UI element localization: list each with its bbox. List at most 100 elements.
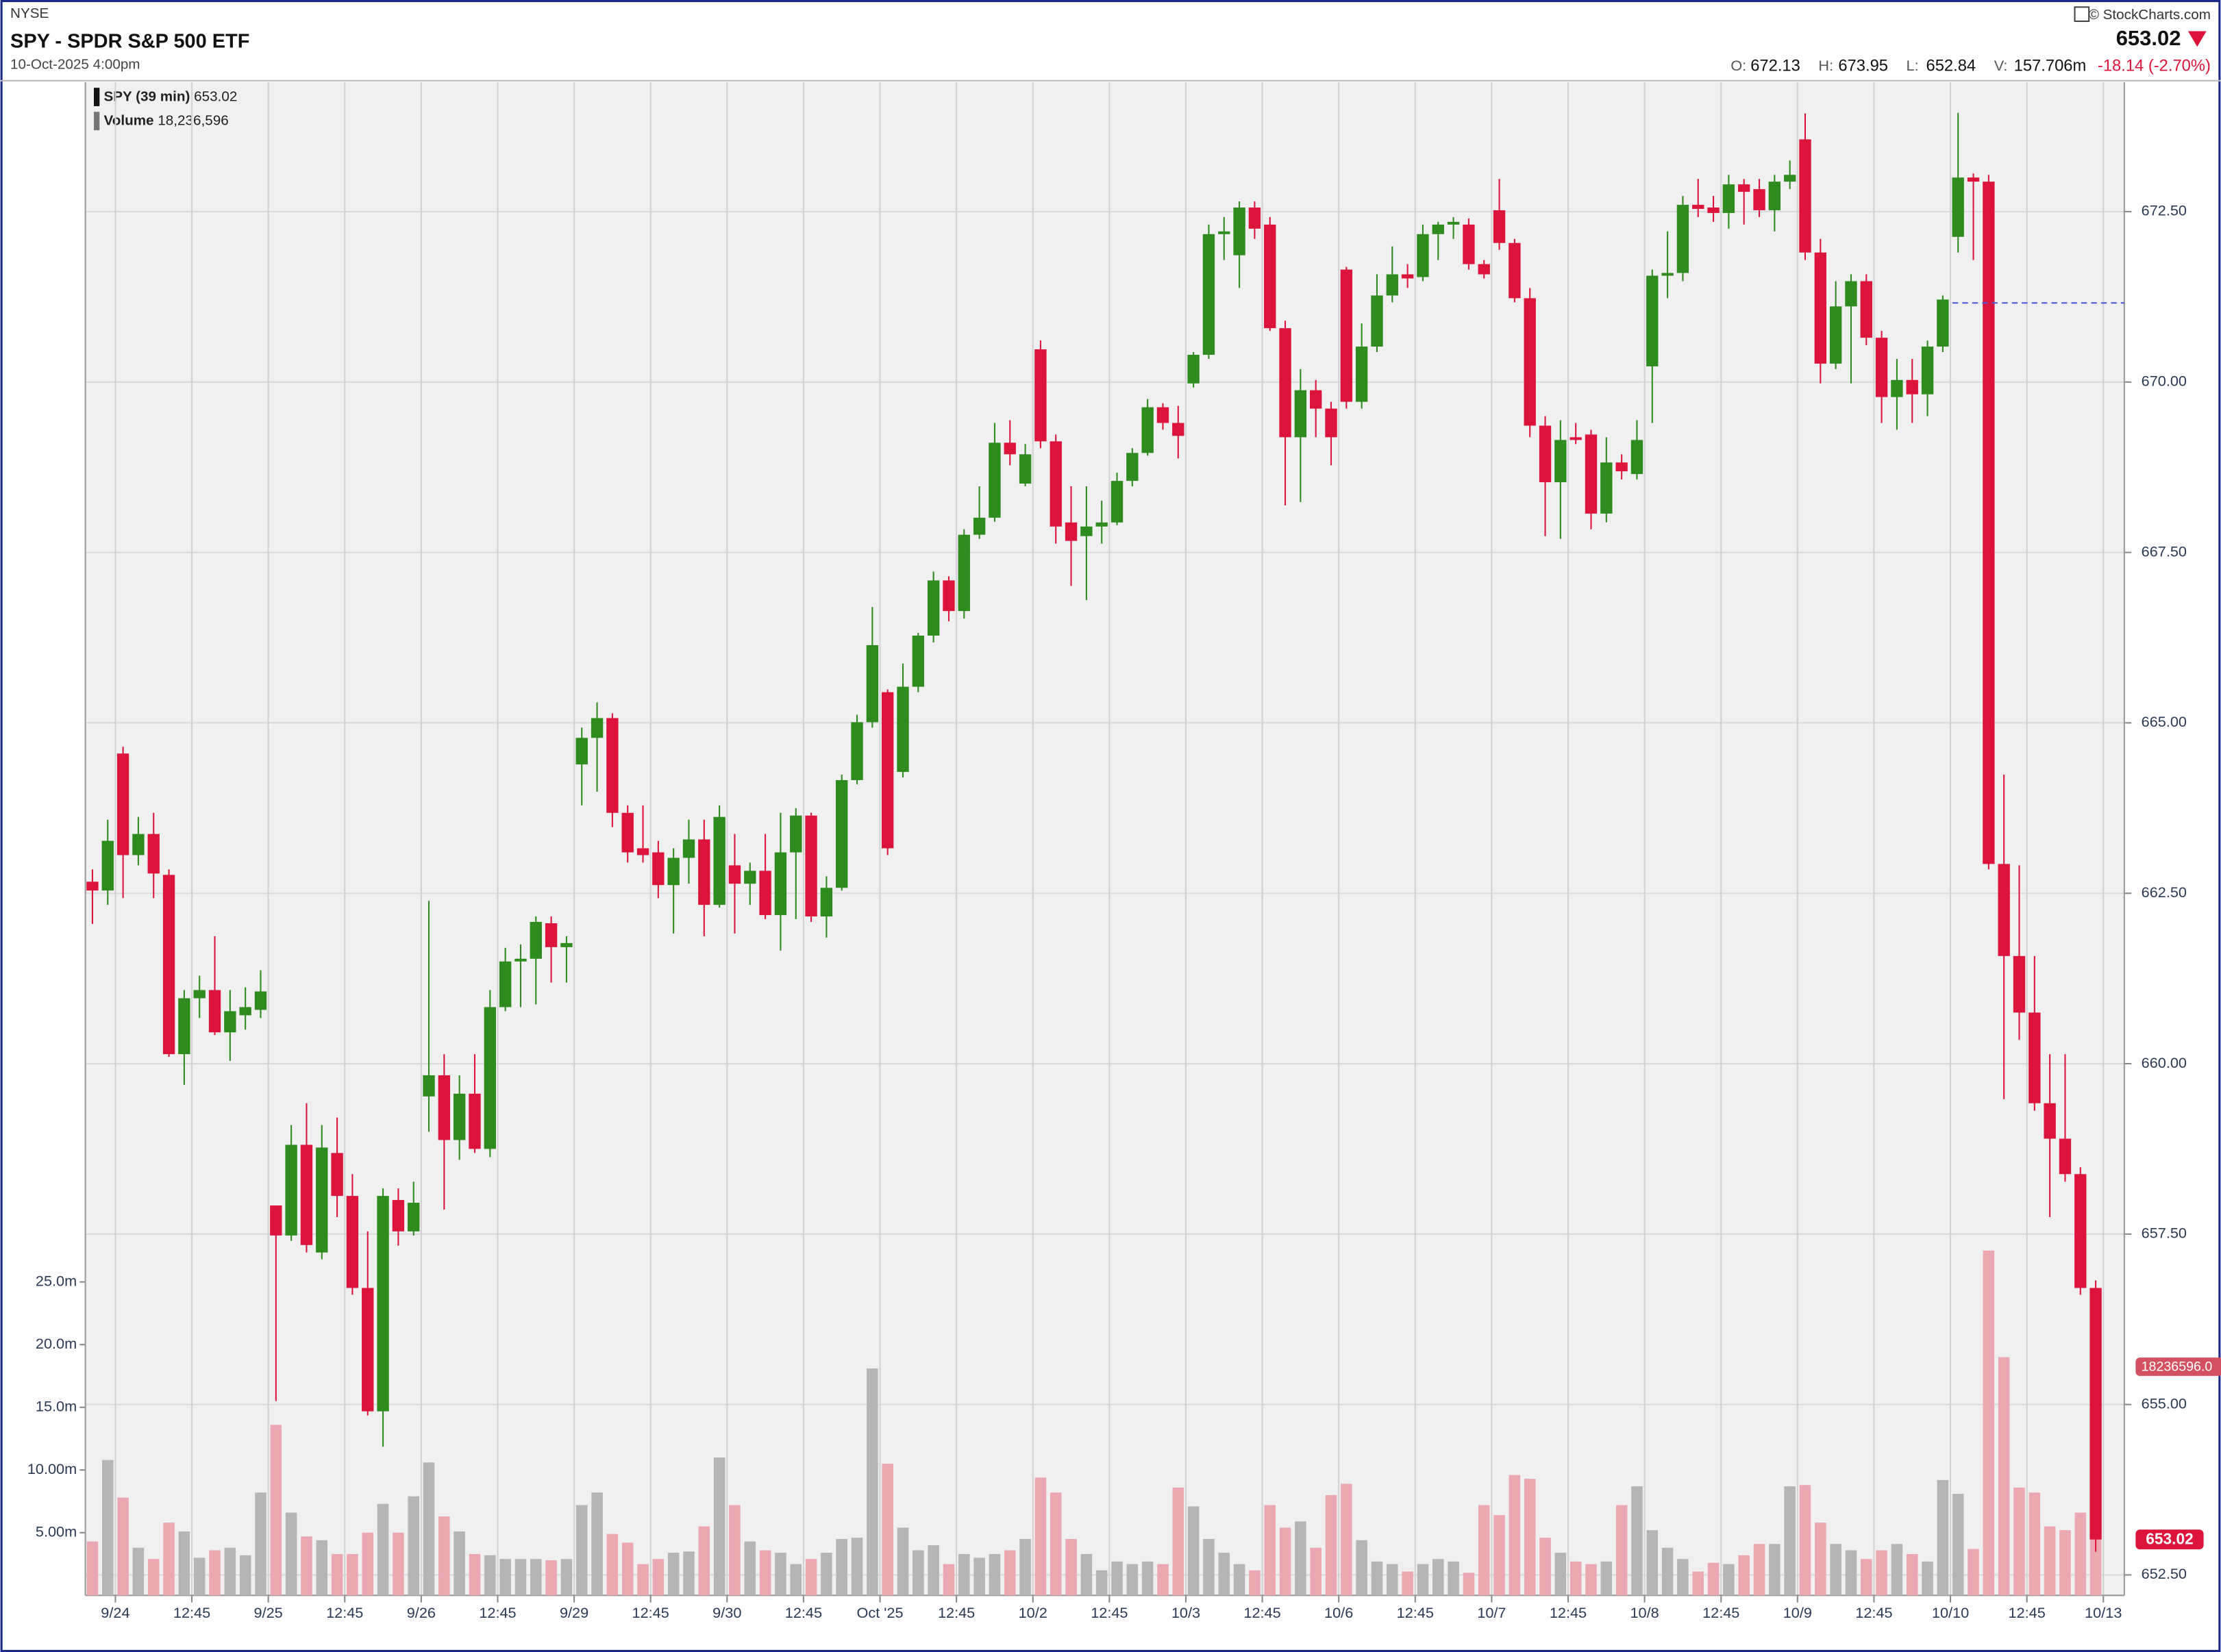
candle-body xyxy=(1202,234,1215,355)
volume-bar xyxy=(1050,1492,1062,1596)
ohlcv-value: 157.706m xyxy=(2014,56,2087,75)
x-tick-label: 9/24 xyxy=(101,1604,129,1621)
chart-title: SPY - SPDR S&P 500 ETF xyxy=(10,31,249,53)
volume-bar xyxy=(1646,1530,1659,1596)
volume-bar xyxy=(1310,1547,1322,1596)
y-tick-label: 655.00 xyxy=(2142,1394,2187,1412)
candle-body xyxy=(560,942,573,947)
candle-layer xyxy=(86,112,2102,1552)
volume-bar xyxy=(713,1457,725,1596)
volume-bar xyxy=(1753,1544,1765,1596)
candle-body xyxy=(224,1011,236,1033)
y2-tick-label: 5.00m xyxy=(36,1523,77,1540)
candle-body xyxy=(1906,379,1918,395)
candle-body xyxy=(1524,298,1536,426)
candle-body xyxy=(728,865,741,884)
y-tick-label: 662.50 xyxy=(2142,884,2187,901)
x-tick-label: 12:45 xyxy=(479,1604,516,1621)
volume-bar xyxy=(1677,1559,1689,1596)
candle-body xyxy=(881,692,894,849)
y-tick-label: 665.00 xyxy=(2142,713,2187,730)
candle-body xyxy=(1722,184,1735,213)
volume-bar xyxy=(1876,1550,1887,1596)
candle-body xyxy=(652,852,665,886)
candle-body xyxy=(1478,264,1490,275)
candle-body xyxy=(1860,281,1872,338)
volume-bar xyxy=(2013,1487,2025,1596)
volume-bar xyxy=(1952,1494,1964,1596)
candle-body xyxy=(912,636,925,687)
volume-bar xyxy=(1738,1555,1750,1596)
volume-bar xyxy=(973,1557,985,1596)
x-tick-label: 10/7 xyxy=(1477,1604,1506,1621)
candle-body xyxy=(377,1196,389,1412)
candle-body xyxy=(1676,205,1689,273)
plot-area xyxy=(85,82,2124,1596)
candle-body xyxy=(1340,269,1353,402)
volume-bar xyxy=(1095,1570,1108,1596)
candle-body xyxy=(162,875,175,1055)
candle-body xyxy=(820,888,833,917)
candle-body xyxy=(1952,177,1964,237)
candle-body xyxy=(116,753,129,855)
x-tick-label: 10/3 xyxy=(1171,1604,1200,1621)
candle-body xyxy=(1310,390,1322,409)
legend-entry: SPY (39 min) 653.02 xyxy=(103,89,237,105)
volume-bar xyxy=(606,1534,619,1596)
volume-bar xyxy=(1126,1564,1139,1596)
volume-bar xyxy=(1631,1486,1643,1596)
candle-body xyxy=(790,815,802,853)
candle-body xyxy=(331,1153,343,1197)
legend-value: 653.02 xyxy=(194,89,237,105)
volume-bar xyxy=(1478,1505,1490,1596)
candle-body xyxy=(1600,462,1613,514)
candle-body xyxy=(1983,182,1995,864)
volume-bar xyxy=(1524,1479,1536,1596)
candle-body xyxy=(1004,442,1016,455)
volume-marker-label: 18236596.0 xyxy=(2142,1360,2213,1375)
volume-bar xyxy=(1432,1559,1444,1596)
ohlcv-label: H: xyxy=(1818,57,1833,74)
chart-date: 10-Oct-2025 4:00pm xyxy=(10,57,140,73)
candle-body xyxy=(1585,434,1598,514)
candle-body xyxy=(514,958,527,962)
x-tick-label: 12:45 xyxy=(632,1604,669,1621)
candle-body xyxy=(1126,453,1139,481)
volume-bar xyxy=(637,1564,649,1596)
candle-body xyxy=(958,534,970,612)
x-tick-label: 9/25 xyxy=(254,1604,283,1621)
volume-bar xyxy=(1371,1561,1383,1596)
volume-bar xyxy=(1600,1561,1613,1596)
candle-body xyxy=(1783,175,1796,182)
y-tick-label: 672.50 xyxy=(2142,202,2187,219)
candle-body xyxy=(254,991,267,1010)
x-tick-label: 9/29 xyxy=(560,1604,588,1621)
candle-body xyxy=(943,580,955,612)
candle-body xyxy=(989,442,1001,518)
y-tick-label: 670.00 xyxy=(2142,373,2187,390)
volume-bar xyxy=(1707,1562,1720,1596)
x-tick-label: 12:45 xyxy=(1397,1604,1434,1621)
volume-bar xyxy=(775,1553,786,1596)
candle-body xyxy=(1218,231,1230,234)
candle-body xyxy=(805,815,817,917)
volume-bar xyxy=(683,1551,695,1596)
volume-bar xyxy=(729,1505,741,1596)
volume-bar xyxy=(1539,1538,1551,1596)
candle-body xyxy=(2059,1138,2072,1175)
volume-bar xyxy=(469,1553,481,1596)
candle-body xyxy=(178,998,190,1055)
candle-body xyxy=(1998,864,2010,956)
candle-body xyxy=(1738,184,1750,192)
candle-body xyxy=(208,990,221,1033)
candle-body xyxy=(1814,252,1826,364)
candle-body xyxy=(316,1147,328,1253)
candle-body xyxy=(1172,423,1184,436)
volume-bar xyxy=(667,1553,680,1596)
volume-bar xyxy=(1968,1549,1979,1596)
volume-bar xyxy=(1325,1494,1337,1596)
volume-bar xyxy=(545,1560,557,1596)
ohlcv-label: L: xyxy=(1907,57,1919,74)
y2-tick-label: 10.00m xyxy=(27,1460,77,1477)
ohlcv-value: 673.95 xyxy=(1838,56,1888,75)
